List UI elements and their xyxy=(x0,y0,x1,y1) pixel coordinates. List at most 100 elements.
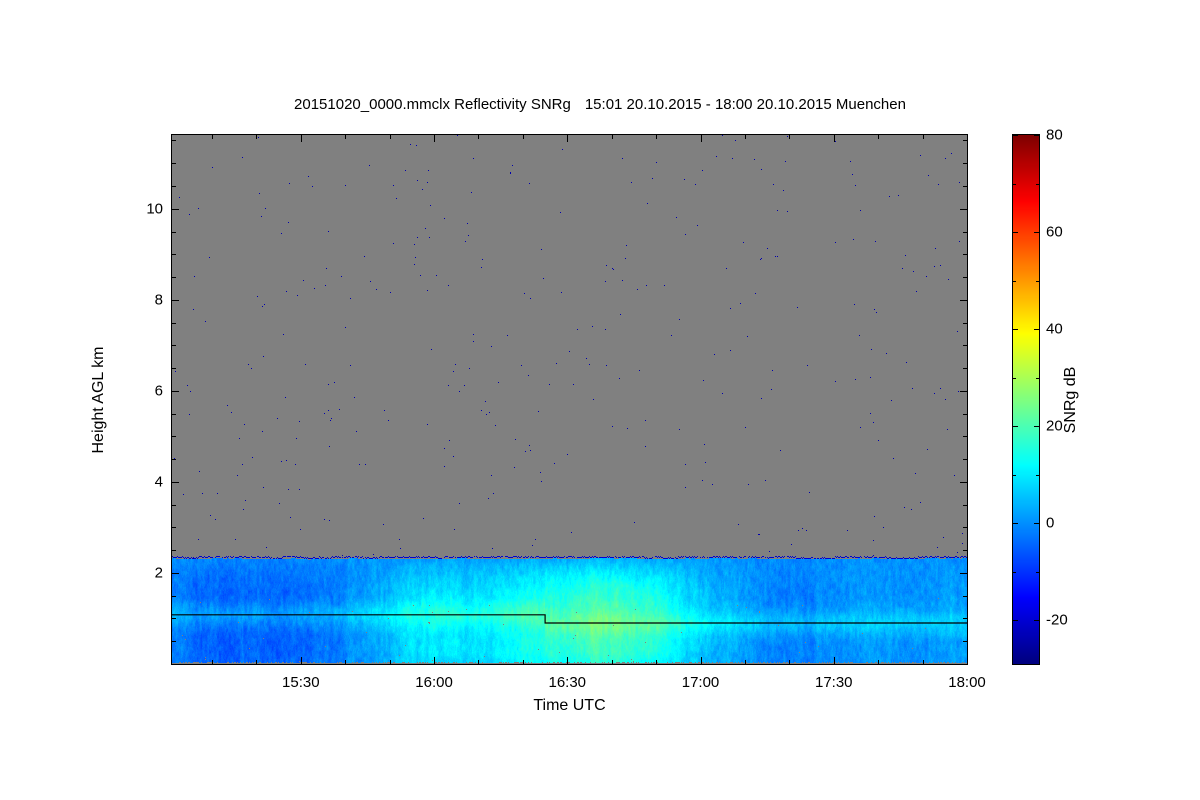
y-tick-major xyxy=(172,572,179,574)
y-tick-major xyxy=(172,390,179,392)
y-tick-minor xyxy=(172,413,176,415)
x-axis-label: Time UTC xyxy=(533,697,606,714)
y-tick-minor xyxy=(172,231,176,233)
colorbar-tick-right xyxy=(1034,329,1039,331)
y-tick-minor-right xyxy=(963,527,967,529)
y-tick-minor-right xyxy=(963,641,967,643)
x-tick-minor xyxy=(922,660,924,664)
x-tick-label: 17:30 xyxy=(814,674,853,691)
x-tick-major-top xyxy=(700,135,702,142)
y-tick-major-right xyxy=(960,390,967,392)
x-tick-major xyxy=(833,657,835,664)
y-axis-label: Height AGL km xyxy=(90,346,107,454)
reflectivity-heatmap xyxy=(172,135,967,664)
y-tick-label: 2 xyxy=(154,564,163,582)
x-tick-major-top xyxy=(833,135,835,142)
plot-data-area xyxy=(172,135,967,664)
colorbar-tick xyxy=(1013,523,1018,525)
y-tick-major xyxy=(172,299,179,301)
y-tick-minor-right xyxy=(963,254,967,256)
x-tick-label: 16:00 xyxy=(415,674,453,691)
x-tick-major xyxy=(567,657,569,664)
colorbar-tick-minor xyxy=(1013,183,1016,185)
colorbar-tick-right xyxy=(1034,232,1039,234)
y-tick-minor xyxy=(172,185,176,187)
y-tick-major-right xyxy=(960,572,967,574)
y-tick-minor xyxy=(172,345,176,347)
colorbar-tick-minor-right xyxy=(1036,377,1039,379)
x-tick-minor xyxy=(611,660,613,664)
colorbar-tick-right xyxy=(1034,620,1039,622)
y-tick-major xyxy=(172,208,179,210)
colorbar xyxy=(1012,134,1040,665)
x-tick-major xyxy=(434,657,436,664)
x-tick-label: 18:00 xyxy=(948,674,986,691)
x-tick-label: 17:00 xyxy=(681,674,720,691)
y-tick-major-right xyxy=(960,299,967,301)
y-tick-minor-right xyxy=(963,459,967,461)
colorbar-tick xyxy=(1013,329,1018,331)
colorbar-tick-minor-right xyxy=(1036,183,1039,185)
x-tick-minor xyxy=(211,660,213,664)
y-tick-minor-right xyxy=(963,550,967,552)
plot-axes xyxy=(171,134,968,665)
x-tick-minor-top xyxy=(922,135,924,139)
x-tick-label: 15:30 xyxy=(282,674,320,691)
colorbar-tick-label: 0 xyxy=(1046,514,1055,532)
colorbar-tick xyxy=(1013,232,1018,234)
y-tick-minor-right xyxy=(963,504,967,506)
y-tick-minor-right xyxy=(963,368,967,370)
x-tick-minor-top xyxy=(744,135,746,139)
y-tick-minor xyxy=(172,459,176,461)
plot-title-range: 15:01 20.10.2015 - 18:00 20.10.2015 Muen… xyxy=(584,96,906,113)
y-tick-minor xyxy=(172,527,176,529)
colorbar-tick-minor xyxy=(1013,280,1016,282)
y-tick-minor-right xyxy=(963,185,967,187)
colorbar-tick-label: 60 xyxy=(1046,223,1063,241)
melting-layer-overlay xyxy=(172,614,967,624)
y-tick-minor xyxy=(172,618,176,620)
x-tick-minor xyxy=(522,660,524,664)
x-tick-major xyxy=(300,657,302,664)
colorbar-tick-minor-right xyxy=(1036,280,1039,282)
x-tick-minor-top xyxy=(345,135,347,139)
x-tick-minor-top xyxy=(656,135,658,139)
y-tick-minor xyxy=(172,163,176,165)
colorbar-tick-label: 80 xyxy=(1046,126,1063,144)
y-tick-minor-right xyxy=(963,618,967,620)
x-tick-minor-top xyxy=(256,135,258,139)
y-tick-label: 4 xyxy=(154,473,163,491)
y-tick-minor-right xyxy=(963,322,967,324)
colorbar-tick-minor-right xyxy=(1036,571,1039,573)
y-tick-minor xyxy=(172,140,176,142)
colorbar-label: SNRg dB xyxy=(1062,366,1079,434)
colorbar-tick xyxy=(1013,426,1018,428)
x-tick-minor-top xyxy=(878,135,880,139)
x-tick-major xyxy=(700,657,702,664)
y-tick-minor xyxy=(172,641,176,643)
colorbar-tick-right xyxy=(1034,135,1039,136)
x-tick-minor xyxy=(789,660,791,664)
y-tick-minor xyxy=(172,504,176,506)
x-tick-minor xyxy=(478,660,480,664)
y-tick-major-right xyxy=(960,208,967,210)
x-tick-major-top xyxy=(967,135,968,142)
colorbar-tick-minor xyxy=(1013,377,1016,379)
colorbar-tick-right xyxy=(1034,426,1039,428)
y-tick-minor-right xyxy=(963,140,967,142)
x-tick-minor xyxy=(389,660,391,664)
y-tick-minor xyxy=(172,550,176,552)
x-tick-major-top xyxy=(434,135,436,142)
x-tick-minor xyxy=(256,660,258,664)
x-tick-minor xyxy=(345,660,347,664)
x-tick-minor xyxy=(744,660,746,664)
y-tick-minor-right xyxy=(963,413,967,415)
y-tick-minor xyxy=(172,322,176,324)
y-tick-minor-right xyxy=(963,163,967,165)
x-tick-minor xyxy=(656,660,658,664)
x-tick-minor-top xyxy=(211,135,213,139)
x-tick-minor-top xyxy=(478,135,480,139)
colorbar-tick-label: 40 xyxy=(1046,320,1063,338)
y-tick-minor-right xyxy=(963,231,967,233)
